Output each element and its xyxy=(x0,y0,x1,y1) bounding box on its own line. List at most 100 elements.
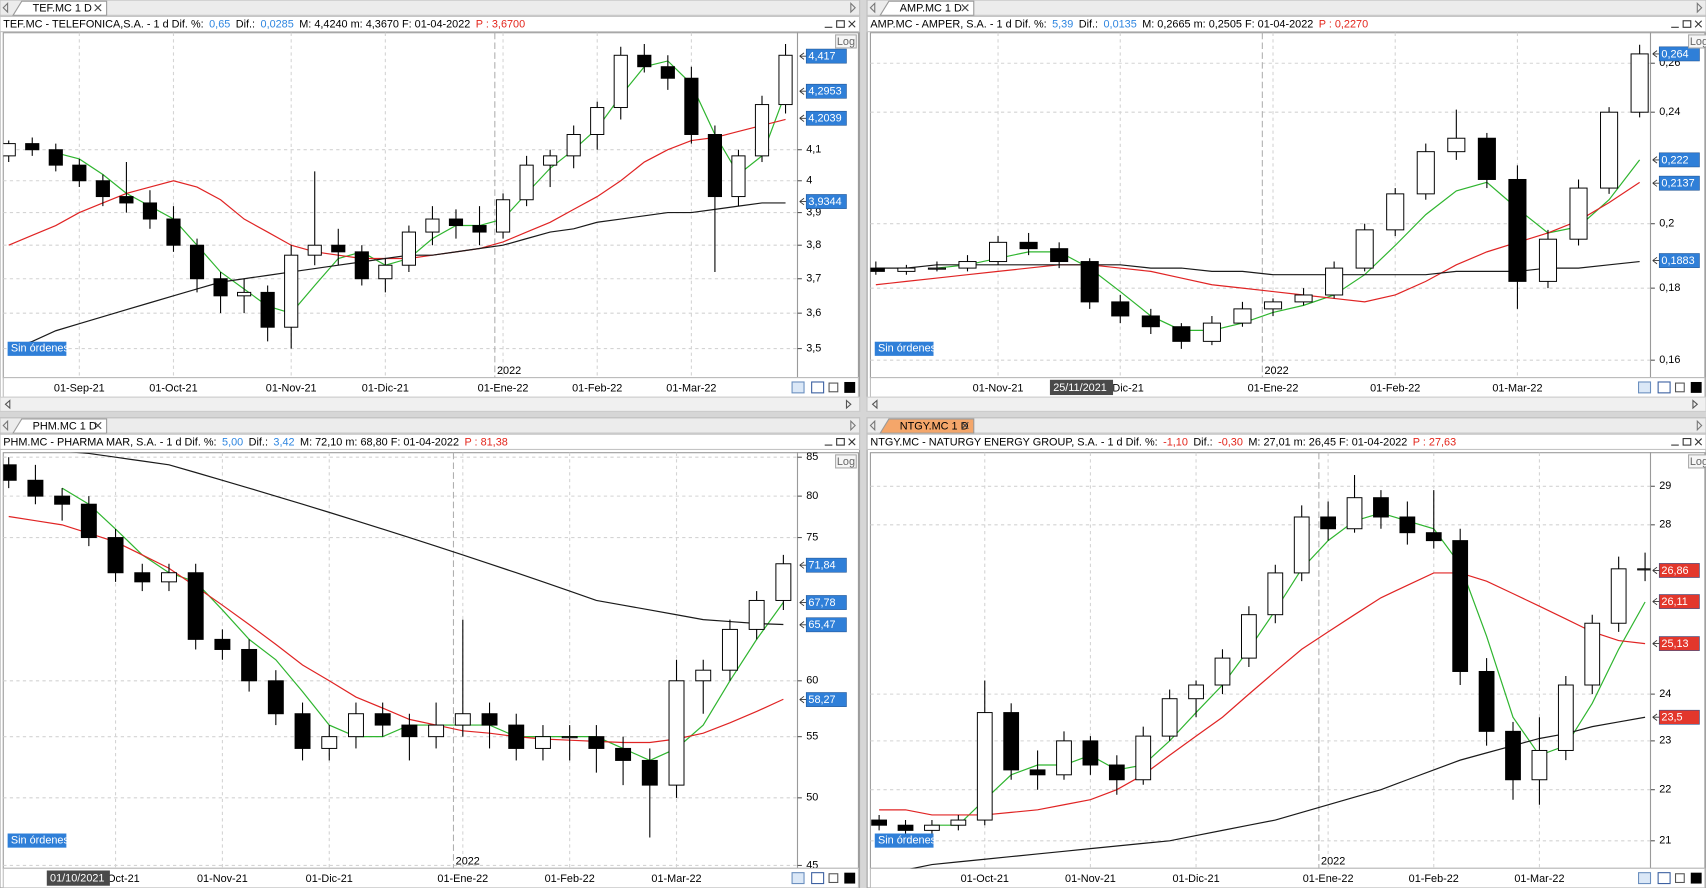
moving-average-line xyxy=(72,452,784,626)
tab-scroll-right[interactable] xyxy=(1696,419,1703,432)
price-tag xyxy=(805,48,847,64)
y-tick-label: 0,16 xyxy=(1659,354,1680,366)
y-axis-area xyxy=(796,452,859,869)
scroll-left[interactable] xyxy=(871,399,878,410)
tool-icon[interactable] xyxy=(828,873,839,884)
log-button-label[interactable]: Log xyxy=(837,36,855,48)
candle-body xyxy=(1373,497,1389,518)
tab-scroll-left[interactable] xyxy=(2,2,9,14)
maximize-button[interactable] xyxy=(836,438,845,446)
header-part: P : 27,63 xyxy=(1413,436,1456,448)
log-button-box[interactable] xyxy=(1688,34,1706,49)
orders-badge xyxy=(874,833,934,848)
scroll-right[interactable] xyxy=(1692,399,1699,410)
tab[interactable]: PHM.MC 1 D xyxy=(12,418,108,434)
log-button[interactable]: Log xyxy=(835,34,857,49)
price-tag-arrow xyxy=(1652,179,1660,187)
log-button-label[interactable]: Log xyxy=(837,456,855,468)
maximize-button[interactable] xyxy=(836,20,845,28)
tool-icon[interactable] xyxy=(1657,872,1671,885)
tab[interactable]: AMP.MC 1 D xyxy=(879,0,975,16)
year-label: 2022 xyxy=(1321,856,1345,868)
tab-label[interactable]: TEF.MC 1 D xyxy=(33,3,92,15)
maximize-button[interactable] xyxy=(1682,20,1692,28)
tab-scroll-right[interactable] xyxy=(1696,2,1703,14)
candle-body xyxy=(25,143,40,151)
price-tag-label: 25,13 xyxy=(1661,638,1688,650)
tool-icon[interactable] xyxy=(1657,381,1671,394)
log-button-box[interactable] xyxy=(835,34,857,49)
scroll-left[interactable] xyxy=(4,399,11,410)
tab-close[interactable] xyxy=(961,421,969,430)
tool-icon[interactable] xyxy=(811,381,825,394)
tool-icon[interactable] xyxy=(791,872,805,885)
tab[interactable]: TEF.MC 1 D xyxy=(12,0,108,16)
log-button-label[interactable]: Log xyxy=(1690,36,1706,48)
tab-shape[interactable] xyxy=(12,418,108,434)
tool-icon[interactable] xyxy=(1637,381,1652,394)
close-button[interactable] xyxy=(1694,438,1703,446)
header-text: AMP.MC - AMPER, S.A. - 1 d Dif. %: 5,39 Di… xyxy=(870,18,1368,30)
scroll-right[interactable] xyxy=(845,399,852,410)
tab-scroll-left[interactable] xyxy=(869,2,876,14)
scrollbar[interactable] xyxy=(0,396,861,412)
tab-strip xyxy=(866,0,1706,16)
tab-label[interactable]: AMP.MC 1 D xyxy=(900,3,962,15)
tool-icon[interactable] xyxy=(828,382,839,393)
scrollbar[interactable] xyxy=(866,396,1706,412)
tool-icon[interactable] xyxy=(1690,381,1702,393)
candle-body xyxy=(425,218,440,233)
log-button[interactable]: Log xyxy=(1688,454,1706,469)
log-button[interactable]: Log xyxy=(835,454,857,469)
candle-body xyxy=(284,254,299,328)
tool-icon[interactable] xyxy=(844,381,856,393)
price-tag xyxy=(805,692,847,707)
tab-close[interactable] xyxy=(94,4,102,12)
orders-label: Sin órdenes xyxy=(878,343,937,355)
close-button[interactable] xyxy=(1694,20,1703,28)
price-tag-label: 4,2039 xyxy=(808,113,841,125)
price-tag-label: 71,84 xyxy=(808,560,835,572)
x-tick-label: 01-Oct-21 xyxy=(149,382,197,394)
tab-shape[interactable] xyxy=(12,0,108,16)
candle-body xyxy=(615,747,632,761)
tab-close[interactable] xyxy=(94,421,102,430)
candle-body xyxy=(1452,540,1469,672)
plot-data xyxy=(870,44,1649,349)
log-button-label[interactable]: Log xyxy=(1690,456,1706,468)
tool-icon[interactable] xyxy=(1674,873,1685,884)
tool-icon[interactable] xyxy=(1690,872,1702,884)
close-button[interactable] xyxy=(848,438,856,446)
tab-shape[interactable] xyxy=(879,418,975,434)
tool-icon[interactable] xyxy=(811,872,825,885)
tab[interactable]: NTGY.MC 1 D xyxy=(879,418,975,434)
tab-scroll-right[interactable] xyxy=(850,2,856,14)
tab-scroll-left[interactable] xyxy=(869,419,876,432)
tab-close[interactable] xyxy=(961,4,969,12)
candle-body xyxy=(213,278,228,297)
price-tag-arrow xyxy=(1652,256,1660,265)
log-button-box[interactable] xyxy=(1688,454,1706,469)
candle-body xyxy=(80,503,97,539)
close-button[interactable] xyxy=(848,20,856,28)
tab-label[interactable]: PHM.MC 1 D xyxy=(33,420,97,432)
plot-area xyxy=(869,32,1652,379)
y-tick-label: 3,8 xyxy=(806,239,821,251)
tab-scroll-left[interactable] xyxy=(2,419,9,432)
tab-scroll-right[interactable] xyxy=(850,419,856,432)
tool-icon[interactable] xyxy=(791,381,805,394)
log-button-box[interactable] xyxy=(835,454,857,469)
maximize-button[interactable] xyxy=(1682,438,1692,446)
log-button[interactable]: Log xyxy=(1688,34,1706,49)
candle-body xyxy=(401,231,416,266)
candle-body xyxy=(354,251,369,280)
plot-area xyxy=(2,32,799,379)
x-tick-label: 01-Mar-22 xyxy=(1492,382,1542,394)
tab-shape[interactable] xyxy=(879,0,975,16)
tab-label[interactable]: NTGY.MC 1 D xyxy=(900,420,969,432)
tool-icon[interactable] xyxy=(844,872,856,884)
tool-icon[interactable] xyxy=(1674,382,1685,393)
x-tick-label: 01-Feb-22 xyxy=(572,382,622,394)
price-tag-arrow xyxy=(799,598,807,607)
tool-icon[interactable] xyxy=(1637,872,1652,885)
